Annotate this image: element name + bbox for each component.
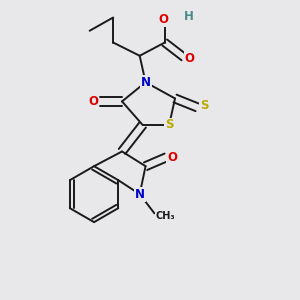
Text: CH₃: CH₃ — [156, 211, 176, 221]
Text: H: H — [184, 11, 194, 23]
Text: N: N — [141, 76, 151, 89]
Text: S: S — [165, 118, 173, 131]
Text: O: O — [158, 14, 168, 26]
Text: S: S — [200, 99, 209, 112]
Text: O: O — [185, 52, 195, 65]
Text: O: O — [167, 151, 177, 164]
Text: O: O — [88, 95, 98, 108]
Text: N: N — [135, 188, 145, 201]
